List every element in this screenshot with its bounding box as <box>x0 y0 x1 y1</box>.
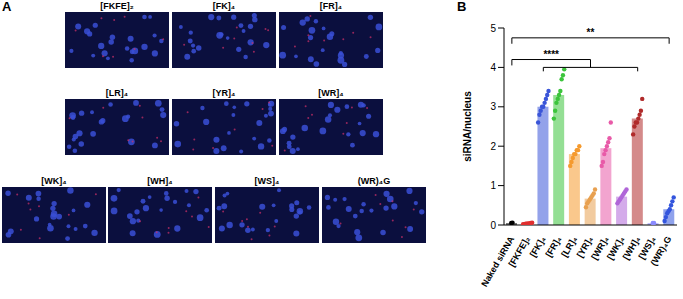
svg-text:[WR]₄: [WR]₄ <box>318 88 343 98</box>
svg-text:(WR)₄G: (WR)₄G <box>649 235 674 268</box>
svg-text:0: 0 <box>490 220 496 231</box>
svg-text:[LR]₄: [LR]₄ <box>559 234 580 259</box>
svg-text:[FK]₄: [FK]₄ <box>527 234 548 259</box>
svg-text:[WK]₄: [WK]₄ <box>605 234 627 262</box>
svg-text:[FKFE]₂: [FKFE]₂ <box>506 234 532 269</box>
svg-text:(WR)₄G: (WR)₄G <box>358 176 390 186</box>
svg-text:A: A <box>2 0 12 14</box>
svg-text:**: ** <box>587 27 595 38</box>
svg-text:1: 1 <box>490 180 496 191</box>
svg-text:[WH]₄: [WH]₄ <box>620 234 642 262</box>
svg-text:[FK]₄: [FK]₄ <box>213 1 235 11</box>
svg-text:[FKFE]₂: [FKFE]₂ <box>100 1 134 11</box>
svg-text:4: 4 <box>490 62 496 73</box>
svg-text:[WS]₄: [WS]₄ <box>255 176 280 186</box>
svg-text:2: 2 <box>490 141 496 152</box>
svg-text:[WR]₄: [WR]₄ <box>589 234 611 262</box>
svg-text:[YR]₄: [YR]₄ <box>574 234 595 260</box>
svg-text:[YR]₄: [YR]₄ <box>213 88 236 98</box>
svg-text:[FR]₄: [FR]₄ <box>320 1 342 11</box>
svg-text:3: 3 <box>490 101 496 112</box>
svg-text:[WH]₄: [WH]₄ <box>147 176 172 186</box>
svg-text:[WS]₄: [WS]₄ <box>636 234 658 261</box>
svg-text:[WK]₄: [WK]₄ <box>41 176 66 186</box>
svg-text:5: 5 <box>490 23 496 34</box>
svg-text:B: B <box>457 0 466 14</box>
svg-text:****: **** <box>543 49 559 60</box>
svg-text:[FR]₄: [FR]₄ <box>543 234 564 259</box>
svg-text:siRNA/nucleus: siRNA/nucleus <box>462 91 473 162</box>
svg-text:Naked siRNA: Naked siRNA <box>479 234 517 289</box>
svg-text:[LR]₄: [LR]₄ <box>106 88 128 98</box>
